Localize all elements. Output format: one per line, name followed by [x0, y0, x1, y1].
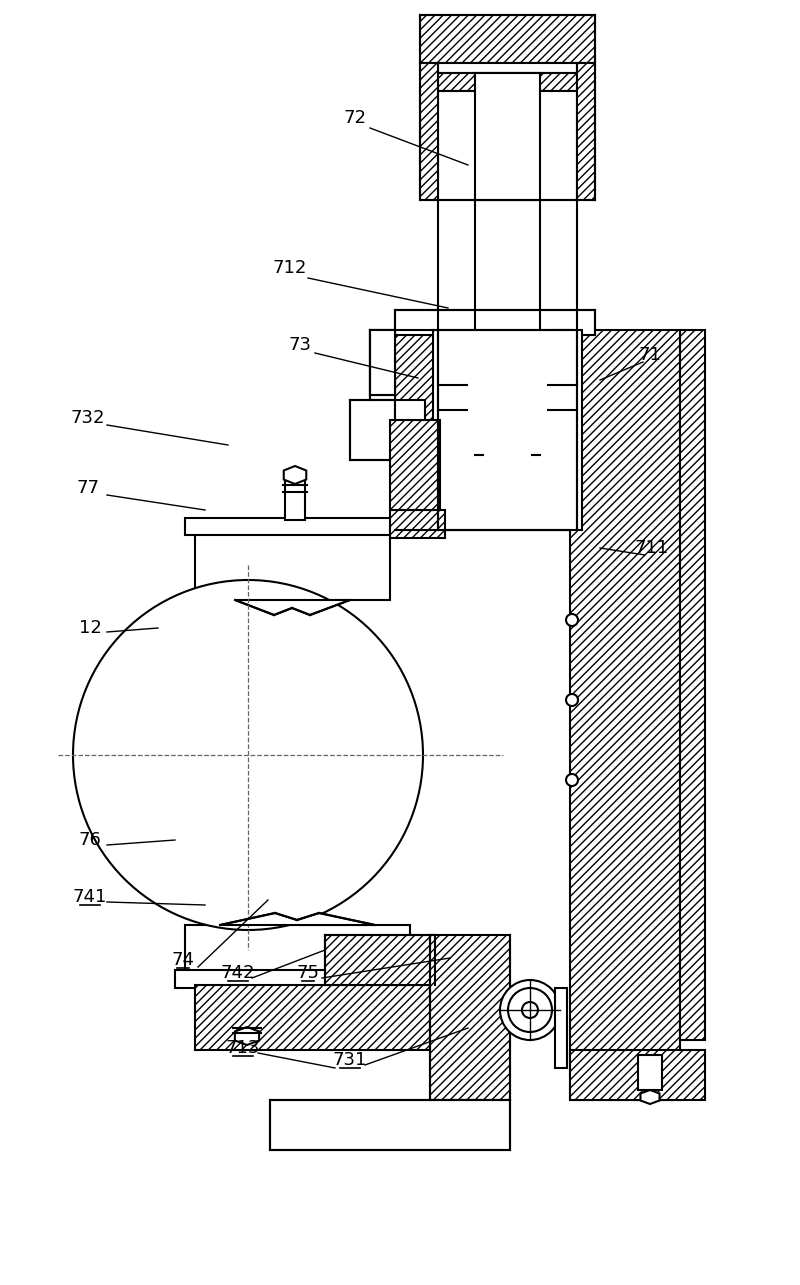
- Text: 76: 76: [78, 831, 102, 849]
- Circle shape: [566, 694, 578, 705]
- Polygon shape: [235, 1027, 259, 1045]
- Polygon shape: [220, 914, 375, 925]
- Bar: [680, 330, 705, 1040]
- Bar: [395, 330, 570, 529]
- Text: 75: 75: [297, 964, 319, 982]
- Text: 12: 12: [78, 619, 102, 637]
- Text: 741: 741: [73, 888, 107, 906]
- Text: 74: 74: [171, 951, 194, 969]
- Bar: [638, 1055, 662, 1090]
- Bar: [185, 518, 400, 535]
- Bar: [438, 73, 577, 91]
- Circle shape: [522, 1002, 538, 1018]
- Circle shape: [566, 774, 578, 786]
- Bar: [390, 420, 440, 510]
- Text: 77: 77: [77, 479, 99, 497]
- Bar: [175, 970, 420, 988]
- Circle shape: [508, 988, 552, 1032]
- Text: 71: 71: [638, 346, 662, 364]
- Bar: [270, 1100, 510, 1150]
- Bar: [350, 400, 395, 460]
- Text: 711: 711: [635, 538, 669, 556]
- Bar: [467, 386, 548, 410]
- Polygon shape: [235, 600, 350, 616]
- Text: 731: 731: [333, 1051, 367, 1069]
- Bar: [370, 330, 395, 400]
- Circle shape: [73, 580, 423, 930]
- Bar: [185, 925, 410, 975]
- Polygon shape: [641, 1090, 659, 1104]
- Bar: [325, 935, 435, 986]
- Bar: [195, 986, 430, 1050]
- Text: 73: 73: [289, 335, 311, 353]
- Bar: [433, 330, 582, 529]
- Text: 742: 742: [221, 964, 255, 982]
- Circle shape: [500, 980, 560, 1040]
- Bar: [420, 15, 595, 63]
- Bar: [483, 455, 532, 510]
- Bar: [430, 935, 510, 1100]
- Circle shape: [566, 614, 578, 626]
- Bar: [570, 1050, 705, 1100]
- Bar: [555, 330, 573, 420]
- Bar: [420, 63, 438, 200]
- Bar: [577, 63, 595, 200]
- Bar: [395, 310, 595, 335]
- Bar: [475, 410, 540, 455]
- Bar: [475, 73, 540, 200]
- Polygon shape: [284, 466, 306, 484]
- Bar: [237, 988, 257, 1028]
- Text: 72: 72: [343, 109, 366, 127]
- Text: 712: 712: [273, 260, 307, 278]
- Bar: [390, 510, 445, 538]
- Bar: [555, 988, 567, 1068]
- Bar: [370, 330, 395, 394]
- Bar: [438, 63, 577, 73]
- Bar: [285, 481, 305, 520]
- Bar: [195, 529, 390, 600]
- Bar: [570, 330, 680, 1100]
- Bar: [438, 341, 577, 386]
- Bar: [395, 400, 425, 529]
- Text: 713: 713: [226, 1040, 260, 1058]
- Text: 732: 732: [70, 409, 106, 427]
- Bar: [438, 91, 577, 200]
